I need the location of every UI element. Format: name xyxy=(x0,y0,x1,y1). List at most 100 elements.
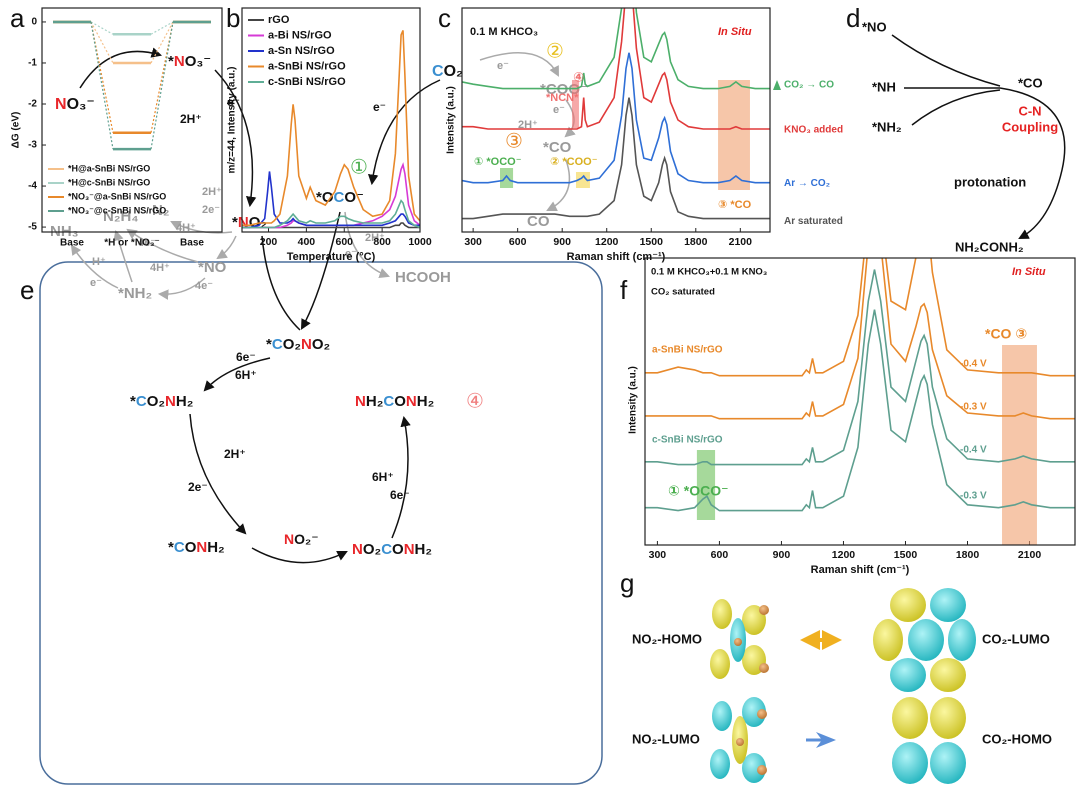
arrow xyxy=(344,211,390,279)
data-line xyxy=(645,258,1075,420)
annotation: ④ xyxy=(573,69,584,84)
annotation: ③ *CO xyxy=(718,199,752,211)
orbital xyxy=(710,599,769,679)
annotation: 0.1 M KHCO₃ xyxy=(470,26,538,38)
x-tick-label: Base xyxy=(60,238,84,249)
series-label: Ar saturated xyxy=(784,216,843,227)
species-label: *OCO⁻ xyxy=(316,189,364,206)
chart-panel: f Intensity (a.u.) Raman shift (cm⁻¹) 300 60… xyxy=(620,257,1076,576)
panel-label: e xyxy=(20,275,34,305)
y-axis-label: Intensity (a.u.) xyxy=(628,366,639,434)
species-label: *CO xyxy=(543,139,572,156)
panel-e: e NO₃⁻*NO₃⁻2H⁺e⁻*NO₂CO₂e⁻①*OCO⁻②e⁻*COO⁻e… xyxy=(20,40,603,785)
species-label: CO₂ xyxy=(432,63,463,80)
species-label: H⁺ xyxy=(92,256,106,268)
plot-frame xyxy=(41,7,223,233)
plot-frame xyxy=(241,7,421,233)
y-tick-label: -2 xyxy=(28,99,37,110)
x-tick-label: 2100 xyxy=(1018,549,1042,561)
legend-arrowhead xyxy=(773,80,781,90)
arrow xyxy=(189,413,247,535)
species-label: 6e⁻ xyxy=(390,488,410,502)
highlight-band xyxy=(1002,345,1037,545)
species-label: e⁻ xyxy=(497,60,509,72)
species-label: 2H⁺ xyxy=(202,186,222,198)
arrow xyxy=(214,69,257,208)
data-line xyxy=(242,199,420,229)
species-label: ① xyxy=(350,156,368,178)
data-line xyxy=(242,30,420,227)
connector xyxy=(150,21,174,35)
x-tick-label: 1000 xyxy=(408,236,432,248)
orbital-label: NO₂-HOMO xyxy=(632,631,702,646)
y-axis-label: ΔG (eV) xyxy=(11,112,22,149)
plot-frame xyxy=(461,7,771,233)
connector xyxy=(150,21,174,133)
data-line xyxy=(645,309,1075,512)
annotation: In Situ xyxy=(1012,266,1046,278)
x-tick-label: 300 xyxy=(464,236,482,248)
chart-panel: c Intensity (a.u.) Raman shift (cm⁻¹) 300 60… xyxy=(438,3,843,263)
legend-label: *H@c-SnBi NS/rGO xyxy=(68,177,150,187)
species-label: 4H⁺ xyxy=(176,222,196,234)
y-tick-label: -1 xyxy=(28,58,37,69)
species-label: 2H⁺ xyxy=(224,447,246,461)
series-label: -0.3 V xyxy=(960,401,987,412)
legend-label: a-Sn NS/rGO xyxy=(268,45,335,57)
species-label: e⁻ xyxy=(90,277,102,289)
annotation: a-SnBi NS/rGO xyxy=(652,345,723,356)
species-label: 6H⁺ xyxy=(372,470,394,484)
legend-label: *NO₃⁻@c-SnBi NS/rGO xyxy=(68,205,166,215)
x-axis-label: Temperature (°C) xyxy=(287,251,376,263)
species-label: *CONH₂ xyxy=(168,539,225,556)
arrow xyxy=(261,235,301,331)
y-axis-label: Intensity (a.u.) xyxy=(446,86,457,154)
y-axis-label: m/z=44, Intensity (a.u.) xyxy=(227,67,238,174)
highlight-band xyxy=(718,80,750,190)
species-label: 4H⁺ xyxy=(150,262,170,274)
x-axis-label: Raman shift (cm⁻¹) xyxy=(811,564,910,576)
arrow xyxy=(70,244,119,289)
annotation: *NCN* xyxy=(546,92,579,104)
data-line xyxy=(645,258,1075,377)
orbital-label: NO₂-LUMO xyxy=(632,731,700,746)
annotation: In Situ xyxy=(718,26,752,38)
x-tick-label: 900 xyxy=(553,236,571,248)
x-tick-label: 1500 xyxy=(640,236,664,248)
species-label: 2e⁻ xyxy=(188,480,208,494)
species-label: *CO₂NO₂ xyxy=(266,336,330,353)
series-label: CO₂ → CO xyxy=(784,80,834,91)
annotation: ① *OCO⁻ xyxy=(474,156,522,168)
series-label: Ar → CO₂ xyxy=(784,178,830,189)
chart-panel: b m/z=44, Intensity (a.u.) Temperature (°C… xyxy=(226,3,432,263)
panel-g: g NO₂-HOMO CO₂-LUMO NO₂-LUMO CO₂-HOMO xyxy=(620,568,1052,784)
annotation: ① *OCO⁻ xyxy=(668,483,728,499)
x-axis-label: Raman shift (cm⁻¹) xyxy=(567,251,666,263)
x-tick-label: 800 xyxy=(373,236,391,248)
x-tick-label: Base xyxy=(180,238,204,249)
species-label: e⁻ xyxy=(345,248,357,260)
data-line xyxy=(462,97,770,220)
species-label: e⁻ xyxy=(373,100,386,114)
data-line xyxy=(462,8,770,90)
coupling-label: C-N xyxy=(1018,103,1041,118)
arrow xyxy=(891,34,1001,87)
species-label: 2H⁺ xyxy=(518,119,538,131)
x-tick-label: 1800 xyxy=(956,549,980,561)
reactant: *NH₂ xyxy=(872,119,902,134)
legend-label: rGO xyxy=(268,14,290,26)
data-line xyxy=(462,8,770,130)
species-label: e⁻ xyxy=(553,104,565,116)
x-tick-label: 300 xyxy=(649,549,667,561)
annotation: ② *COO⁻ xyxy=(550,156,598,168)
x-tick-label: *H or *NO₃⁻ xyxy=(104,238,159,249)
series-label: KNO₃ added xyxy=(784,124,843,135)
annotation: CO₂ saturated xyxy=(651,287,715,298)
annotation: *CO ③ xyxy=(985,326,1027,342)
species-label: N₂ xyxy=(152,202,170,219)
species-label: 6e⁻ xyxy=(236,350,256,364)
x-tick-label: 1500 xyxy=(894,549,918,561)
panel-label: b xyxy=(226,3,240,33)
